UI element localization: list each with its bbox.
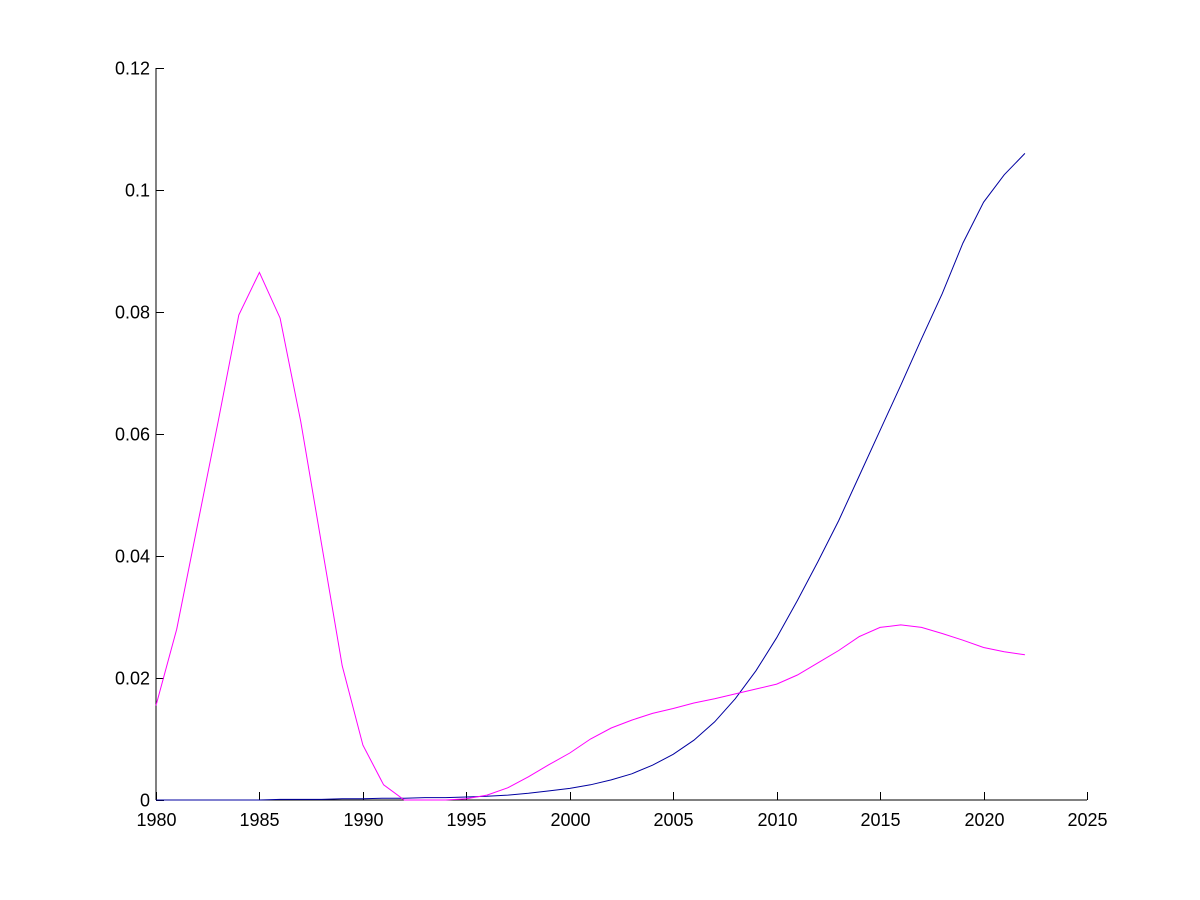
y-tick-label: 0.06 xyxy=(115,425,150,445)
y-tick-label: 0.08 xyxy=(115,303,150,323)
y-tick-label: 0.04 xyxy=(115,547,150,567)
x-tick-label: 1980 xyxy=(136,810,176,830)
series-1-line xyxy=(156,153,1026,801)
y-tick-label: 0.02 xyxy=(115,669,150,689)
tick-labels: 1980 1985 1990 1995 2000 2005 2010 2015 2020 2025… xyxy=(115,59,1108,831)
x-tick-label: 2015 xyxy=(860,810,900,830)
x-tick-label: 2010 xyxy=(757,810,797,830)
x-tick-label: 2020 xyxy=(964,810,1004,830)
y-tick-label: 0.1 xyxy=(125,181,150,201)
series-2-line xyxy=(155,271,1025,801)
x-tick-label: 1985 xyxy=(239,810,279,830)
x-tick-label: 2005 xyxy=(653,810,693,830)
x-tick-label: 2025 xyxy=(1067,810,1107,830)
axes xyxy=(155,68,1088,801)
x-tick-label: 1990 xyxy=(343,810,383,830)
x-tick-label: 1995 xyxy=(446,810,486,830)
y-tick-label: 0 xyxy=(140,791,150,811)
y-tick-label: 0.12 xyxy=(115,59,150,79)
plot-area xyxy=(155,153,1026,801)
x-tick-label: 2000 xyxy=(550,810,590,830)
